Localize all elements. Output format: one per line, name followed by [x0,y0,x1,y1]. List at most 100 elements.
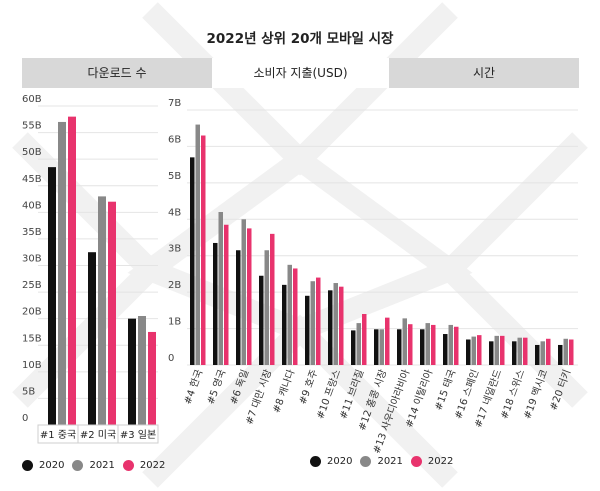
y-tick-label: 60B [22,94,42,105]
bar-2021 [333,283,338,365]
bar-2020 [328,290,333,365]
bar-2020 [489,341,494,365]
bar-2021 [241,219,246,365]
bar-2021 [356,323,361,365]
bar-2021 [138,316,146,425]
y-tick-label: 5B [168,171,181,182]
legend-item: 2020 [22,460,64,471]
bar-2022 [454,326,459,365]
y-tick-label: 6B [168,134,181,145]
legend-swatch [72,460,84,471]
bar-2021 [517,337,522,365]
bar-2021 [448,324,453,365]
bar-2022 [500,335,505,365]
legend-swatch [122,460,134,471]
tab-downloads[interactable]: 다운로드 수 [22,58,212,88]
y-tick-label: 45B [22,174,42,185]
bar-2021 [58,121,66,425]
metric-tabs: 다운로드 수 소비자 지출(USD) 시간 [22,58,579,88]
bar-2021 [425,323,430,365]
bar-2020 [558,344,563,365]
x-tick-label: #5 영국 [205,368,229,406]
bar-2020 [259,275,264,365]
bar-2022 [108,201,116,425]
bar-2020 [351,330,356,365]
y-tick-label: 1B [168,317,181,328]
x-tick-label: #2 미국 [80,429,116,441]
bar-2022 [148,331,156,425]
bar-2022 [431,324,436,365]
bar-2022 [201,135,206,365]
legend-item: 2021 [72,460,115,471]
bar-2022 [270,233,275,365]
bar-2022 [569,339,574,365]
y-tick-label: 15B [22,333,42,344]
bar-2021 [287,264,292,365]
y-tick-label: 0 [22,413,28,424]
bar-2021 [218,212,223,365]
y-tick-label: 30B [22,254,42,265]
legend-left: 2020 2021 2022 [22,460,173,471]
bar-2022 [316,277,321,365]
x-tick-label: #4 한국 [182,368,206,406]
bar-2020 [397,329,402,365]
legend-label: 2022 [139,460,166,471]
y-tick-label: 10B [22,360,42,371]
bar-2022 [546,338,551,365]
bar-2020 [48,167,56,425]
x-tick-label: #20 터키 [547,368,573,412]
bar-2022 [523,337,528,365]
y-tick-label: 3B [168,244,181,255]
legend-label: 2022 [427,456,454,467]
bar-2022 [362,314,367,365]
x-tick-label: #15 태국 [432,368,458,412]
legend-swatch [360,456,372,467]
y-tick-label: 20B [22,307,42,318]
category-box [117,424,159,444]
page-title: 2022년 상위 20개 모바일 시장 [206,31,394,47]
bar-2022 [477,335,482,365]
tab-time[interactable]: 시간 [389,58,579,88]
bar-2020 [282,284,287,365]
bar-2021 [98,196,106,425]
legend-swatch [410,456,422,467]
bar-2021 [195,124,200,365]
bar-2021 [379,329,384,365]
y-tick-label: 40B [22,200,42,211]
bar-2021 [540,341,545,365]
y-tick-label: 50B [22,147,42,158]
y-tick-label: 55B [22,121,42,132]
bar-2022 [224,224,229,365]
bar-2021 [494,335,499,365]
x-tick-label: #8 캐나다 [270,368,297,415]
legend-item: 2022 [122,460,166,471]
bar-2021 [402,318,407,365]
y-tick-label: 4B [168,207,181,218]
bar-2020 [466,339,471,365]
bar-2021 [471,336,476,365]
legend-label: 2021 [89,460,115,471]
bar-2020 [190,157,195,365]
x-tick-label: #1 중국 [40,429,76,441]
bar-2020 [213,242,218,365]
x-tick-label: #3 일본 [120,429,156,441]
y-tick-label: 2B [168,280,181,291]
bar-2021 [310,281,315,365]
legend-item: 2021 [360,456,403,467]
y-tick-label: 35B [22,227,42,238]
y-tick-label: 0 [168,353,174,364]
bar-2022 [247,228,252,365]
bar-2022 [339,286,344,365]
tab-consumer-spend[interactable]: 소비자 지출(USD) [212,58,389,88]
bar-2020 [420,329,425,365]
bar-2021 [264,250,269,365]
bar-2022 [408,324,413,365]
bar-2022 [385,317,390,365]
bar-2020 [88,252,96,425]
legend-label: 2020 [327,456,353,467]
bar-2020 [512,341,517,365]
bar-2022 [68,116,76,425]
legend-swatch [310,456,321,467]
